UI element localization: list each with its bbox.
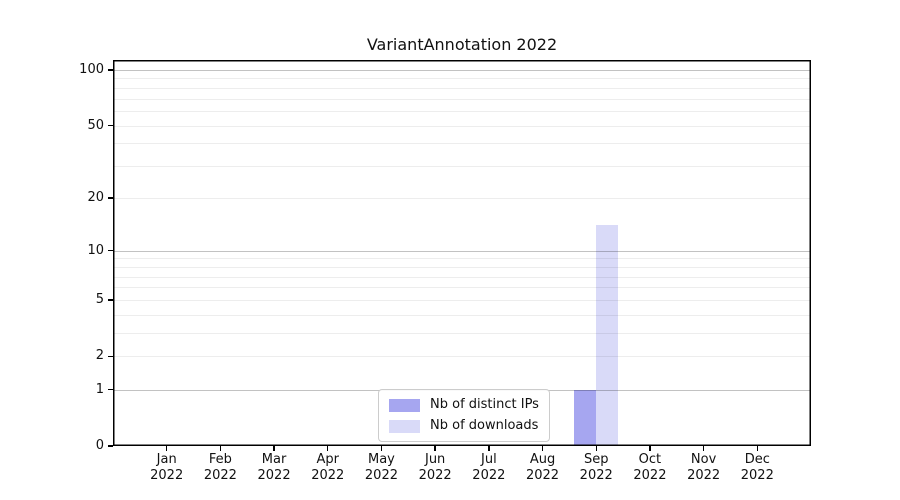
x-tick-year: 2022 xyxy=(472,468,506,483)
gridline-minor xyxy=(113,78,811,80)
gridline-minor xyxy=(113,314,811,316)
gridline-minor xyxy=(113,110,811,112)
y-tick-mark xyxy=(108,69,113,71)
gridline-minor xyxy=(113,125,811,127)
x-tick-label: Aug 2022 xyxy=(511,452,575,484)
gridline-minor xyxy=(113,276,811,278)
gridline-major xyxy=(113,250,811,252)
x-tick-mark xyxy=(434,446,436,451)
distinct-ips-swatch-icon xyxy=(389,398,420,412)
y-tick-label: 10 xyxy=(87,242,104,258)
x-tick-year: 2022 xyxy=(579,468,613,483)
x-tick-label: Nov 2022 xyxy=(672,452,736,484)
x-tick-year: 2022 xyxy=(525,468,560,483)
x-tick-label: Mar 2022 xyxy=(242,452,306,484)
x-tick-mark xyxy=(702,446,705,451)
x-tick-label: Jan 2022 xyxy=(135,452,199,484)
y-tick-label: 100 xyxy=(79,61,104,77)
x-tick-month: Sep xyxy=(583,452,609,467)
x-tick-year: 2022 xyxy=(418,468,452,483)
x-tick-mark xyxy=(380,446,383,451)
x-tick-month: Dec xyxy=(744,452,770,467)
x-tick-label: Feb 2022 xyxy=(188,452,252,484)
x-tick-mark xyxy=(327,446,329,451)
x-tick-month: Jun xyxy=(424,452,446,467)
x-tick-month: Mar xyxy=(261,452,287,467)
x-tick-month: Oct xyxy=(638,452,662,467)
x-tick-mark xyxy=(219,446,222,451)
gridline-minor xyxy=(113,287,811,289)
y-tick-label: 0 xyxy=(95,438,104,453)
y-tick-mark xyxy=(108,445,113,447)
x-tick-month: Feb xyxy=(208,452,232,467)
x-tick-label: Jul 2022 xyxy=(457,452,521,484)
bar-distinct-ips-sep xyxy=(574,389,597,446)
x-tick-year: 2022 xyxy=(311,468,345,483)
x-tick-year: 2022 xyxy=(203,468,237,483)
gridline-minor xyxy=(113,166,811,168)
y-tick-label: 50 xyxy=(87,117,104,133)
x-tick-label: Oct 2022 xyxy=(618,452,682,484)
y-tick-mark xyxy=(108,197,113,199)
x-tick-mark xyxy=(541,446,544,451)
x-tick-mark xyxy=(273,446,275,451)
gridline-minor xyxy=(113,333,811,335)
x-tick-month: Apr xyxy=(316,452,340,467)
legend-label-downloads: Nb of downloads xyxy=(430,418,539,433)
x-tick-label: Apr 2022 xyxy=(296,452,360,484)
x-tick-label: Jun 2022 xyxy=(403,452,467,484)
gridline-minor xyxy=(113,266,811,268)
gridline-minor xyxy=(113,98,811,100)
legend-item-distinct-ips: Nb of distinct IPs xyxy=(389,397,539,413)
y-tick-mark xyxy=(108,249,113,252)
x-tick-month: Aug xyxy=(529,452,556,467)
legend-item-downloads: Nb of downloads xyxy=(389,418,539,434)
bar-downloads-sep xyxy=(596,225,619,446)
x-tick-mark xyxy=(488,446,490,451)
chart-title: VariantAnnotation 2022 xyxy=(366,35,558,54)
y-tick-mark xyxy=(108,299,113,301)
gridline-major xyxy=(113,69,811,71)
x-tick-mark xyxy=(595,446,597,451)
x-tick-mark xyxy=(756,446,758,451)
gridline-minor xyxy=(113,258,811,260)
gridline-minor xyxy=(113,197,811,199)
y-tick-mark xyxy=(108,355,113,358)
x-tick-label: Sep 2022 xyxy=(564,452,628,484)
gridline-minor xyxy=(113,356,811,358)
legend-label-distinct-ips: Nb of distinct IPs xyxy=(430,397,539,412)
y-tick-label: 1 xyxy=(95,381,104,397)
y-tick-label: 2 xyxy=(95,348,104,364)
y-tick-label: 20 xyxy=(87,189,104,205)
x-tick-year: 2022 xyxy=(633,468,667,483)
x-tick-year: 2022 xyxy=(687,468,721,483)
x-tick-mark xyxy=(165,446,168,451)
plot-area xyxy=(113,60,811,446)
downloads-swatch-icon xyxy=(389,419,420,433)
legend: Nb of distinct IPs Nb of downloads xyxy=(378,389,550,442)
gridline-minor xyxy=(113,87,811,89)
gridline-minor xyxy=(113,299,811,301)
x-tick-mark xyxy=(649,446,651,451)
x-tick-year: 2022 xyxy=(257,468,291,483)
y-tick-label: 5 xyxy=(95,291,104,307)
x-tick-month: Nov xyxy=(690,452,717,467)
x-tick-month: Jul xyxy=(481,452,497,467)
y-tick-mark xyxy=(108,388,113,391)
x-tick-label: Dec 2022 xyxy=(725,452,789,484)
x-tick-month: Jan xyxy=(156,452,177,467)
x-tick-year: 2022 xyxy=(740,468,774,483)
x-tick-month: May xyxy=(368,452,395,467)
y-tick-mark xyxy=(108,124,113,127)
x-tick-label: May 2022 xyxy=(349,452,413,484)
x-tick-year: 2022 xyxy=(150,468,184,483)
x-tick-year: 2022 xyxy=(364,468,398,483)
gridline-minor xyxy=(113,143,811,145)
